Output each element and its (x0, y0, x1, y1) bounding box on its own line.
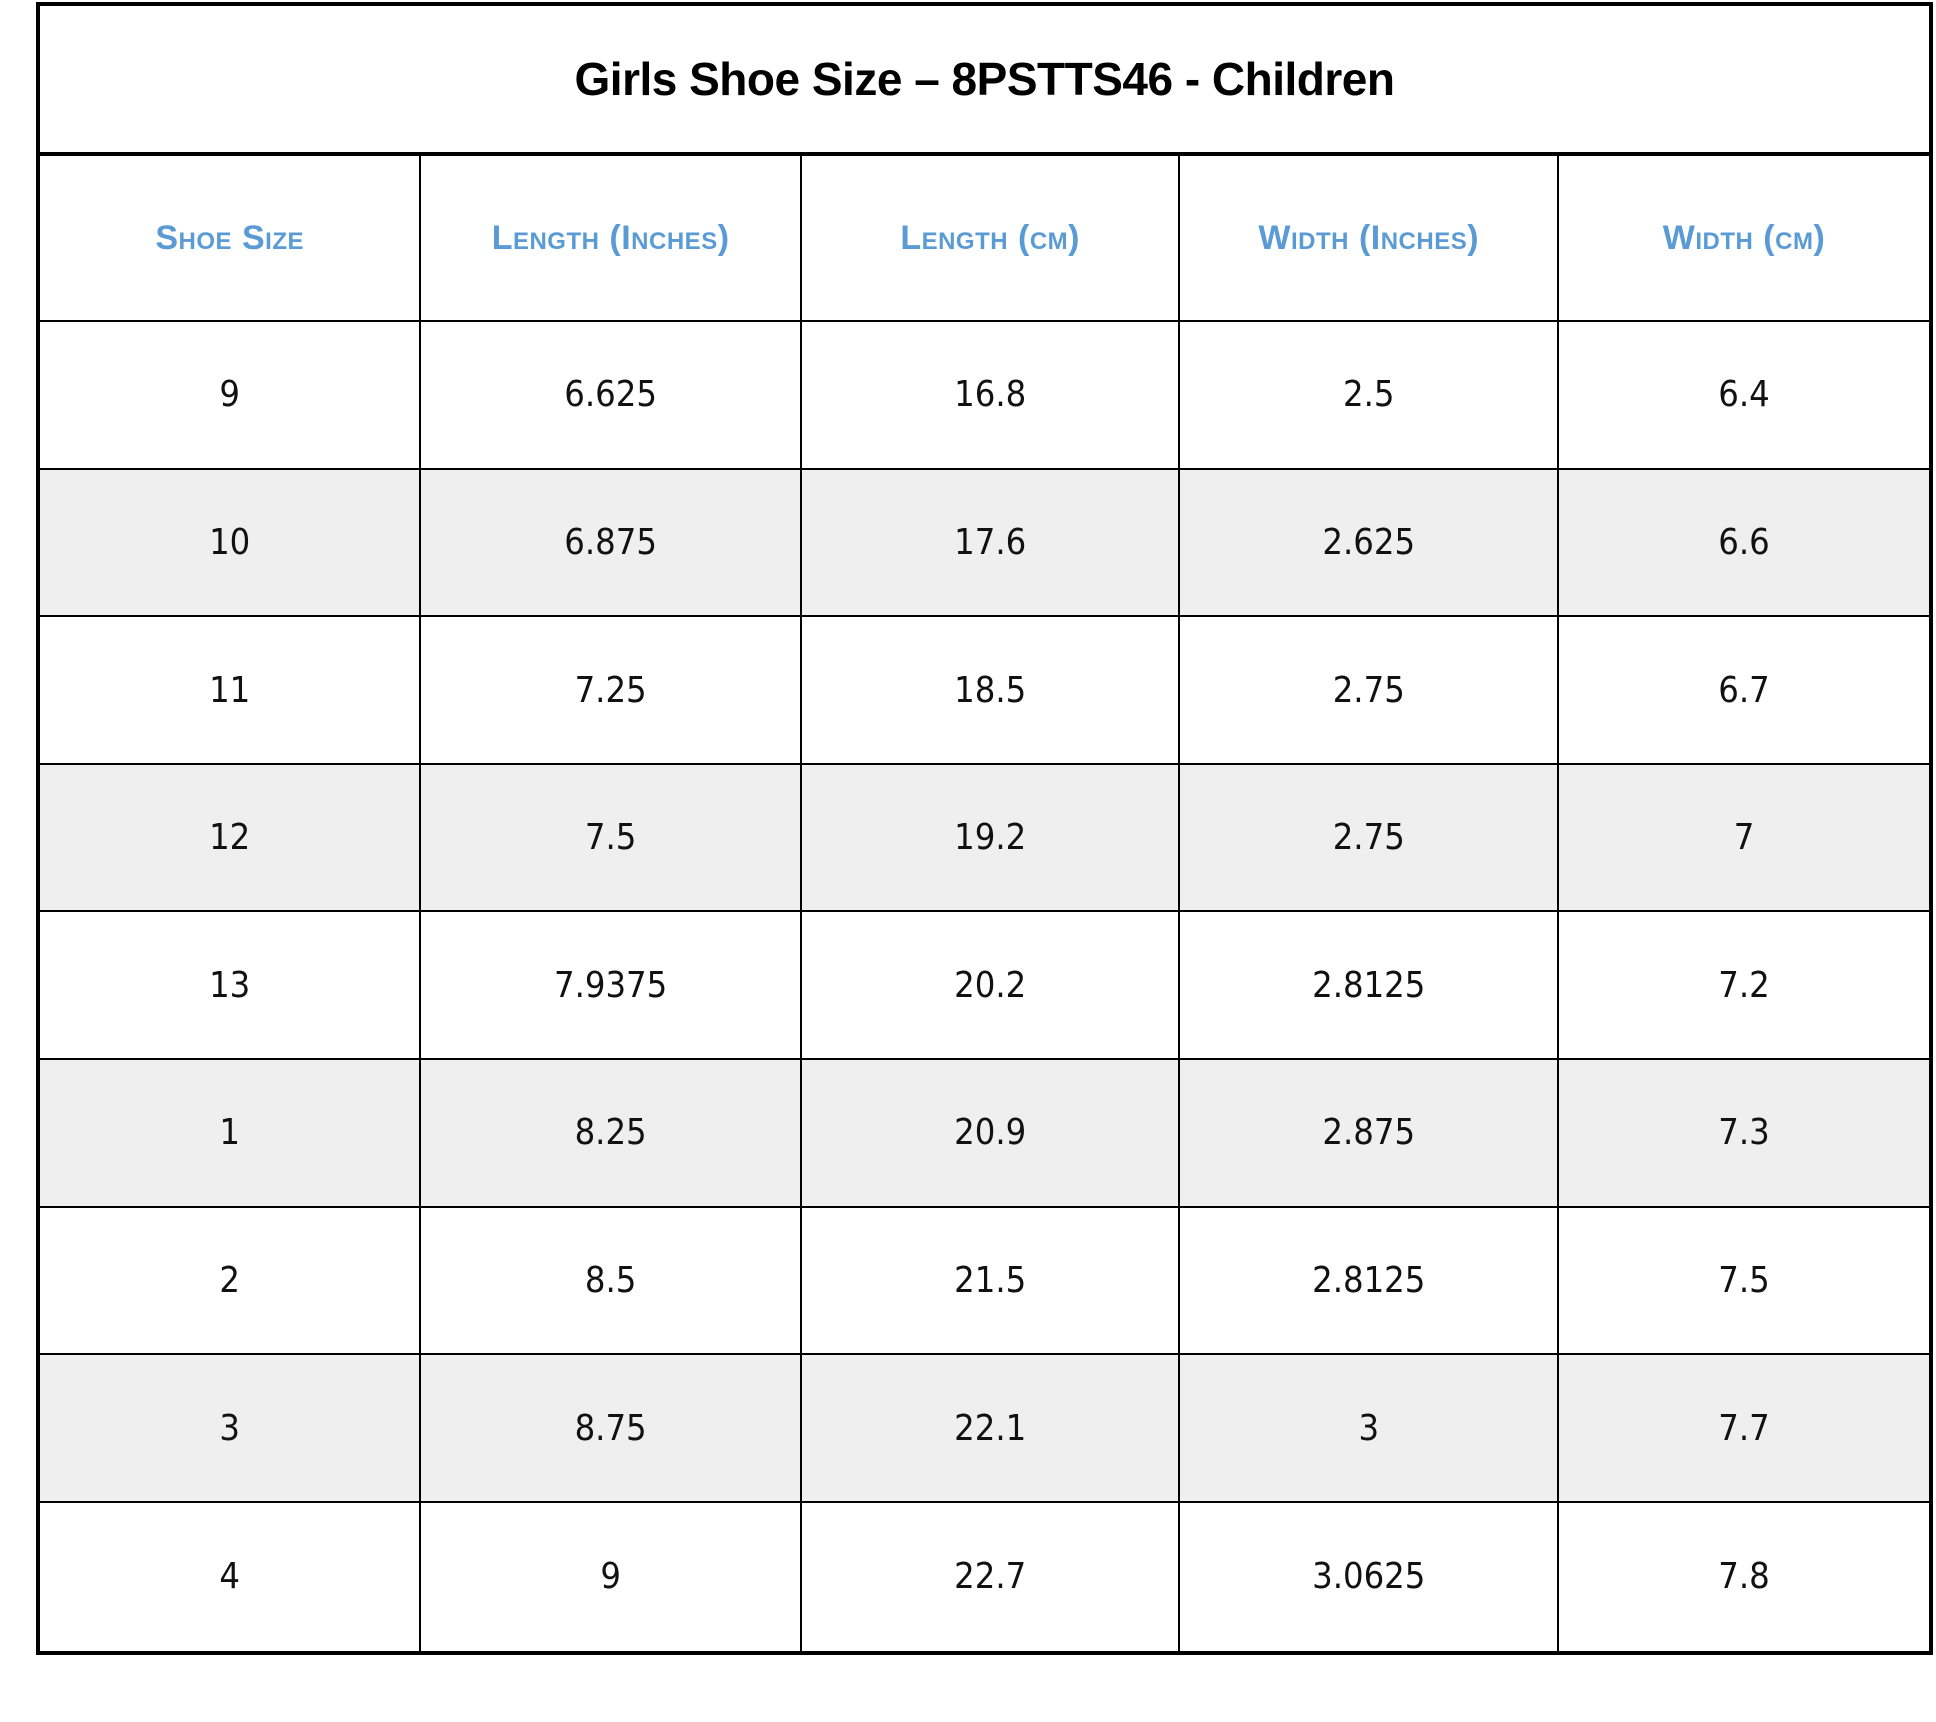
cell: 7.5 (419, 762, 802, 913)
cell: 8.5 (419, 1205, 802, 1356)
cell: 8.25 (419, 1058, 802, 1208)
cell: 2.75 (1178, 762, 1560, 913)
table-row: 9 6.625 16.8 2.5 6.4 (36, 320, 1932, 470)
cell: 21.5 (799, 1205, 1181, 1356)
header-row: Shoe Size Length (Inches) Length (cm) Width… (36, 153, 1932, 322)
cell: 6.6 (1557, 467, 1932, 618)
cell: 7.7 (1557, 1353, 1932, 1503)
cell: 2.8125 (1178, 1205, 1560, 1356)
table-row: 3 8.75 22.1 3 7.7 (36, 1353, 1932, 1503)
shoe-size-sheet: Girls Shoe Size – 8PSTTS46 - Children Sh… (36, 2, 1933, 1655)
cell: 7.3 (1557, 1058, 1932, 1208)
table-body: 9 6.625 16.8 2.5 6.4 10 6.875 17.6 2.625 6.6 11 7.2… (36, 320, 1932, 1655)
cell: 2.5 (1178, 320, 1560, 470)
cell: 9 (419, 1500, 802, 1655)
cell: 9 (36, 320, 422, 470)
cell: 11 (36, 615, 422, 765)
cell: 22.7 (799, 1500, 1181, 1655)
cell: 3.0625 (1178, 1500, 1560, 1655)
table-row: 11 7.25 18.5 2.75 6.7 (36, 615, 1932, 765)
cell: 6.7 (1557, 615, 1932, 765)
cell: 18.5 (799, 615, 1181, 765)
cell: 20.2 (799, 910, 1181, 1061)
table-title: Girls Shoe Size – 8PSTTS46 - Children (37, 3, 1932, 156)
table-row: 13 7.9375 20.2 2.8125 7.2 (36, 910, 1932, 1061)
cell: 22.1 (799, 1353, 1181, 1503)
cell: 6.4 (1557, 320, 1932, 470)
cell: 3 (1178, 1353, 1560, 1503)
table-row: 10 6.875 17.6 2.625 6.6 (36, 467, 1932, 618)
table-row: 4 9 22.7 3.0625 7.8 (36, 1500, 1932, 1655)
title-row: Girls Shoe Size – 8PSTTS46 - Children (37, 3, 1932, 156)
cell: 6.625 (419, 320, 802, 470)
cell: 1 (36, 1058, 422, 1208)
shoe-size-table: Girls Shoe Size – 8PSTTS46 - Children Sh… (36, 2, 1933, 1655)
cell: 16.8 (799, 320, 1181, 470)
cell: 7.2 (1557, 910, 1932, 1061)
cell: 6.875 (419, 467, 802, 618)
cell: 7.8 (1557, 1500, 1932, 1655)
column-header-width-inches: Width (Inches) (1178, 153, 1560, 322)
cell: 2.625 (1178, 467, 1560, 618)
cell: 7.9375 (419, 910, 802, 1061)
table-row: 1 8.25 20.9 2.875 7.3 (36, 1058, 1932, 1208)
cell: 2.8125 (1178, 910, 1560, 1061)
cell: 20.9 (799, 1058, 1181, 1208)
column-header-width-cm: Width (cm) (1557, 153, 1932, 322)
cell: 2.75 (1178, 615, 1560, 765)
cell: 7 (1557, 762, 1932, 913)
cell: 7.25 (419, 615, 802, 765)
cell: 12 (36, 762, 422, 913)
column-header-shoe-size: Shoe Size (36, 153, 422, 322)
cell: 3 (36, 1353, 422, 1503)
column-header-length-inches: Length (Inches) (419, 153, 802, 322)
table-row: 2 8.5 21.5 2.8125 7.5 (36, 1205, 1932, 1356)
cell: 4 (36, 1500, 422, 1655)
cell: 10 (36, 467, 422, 618)
cell: 2.875 (1178, 1058, 1560, 1208)
column-header-length-cm: Length (cm) (799, 153, 1181, 322)
cell: 2 (36, 1205, 422, 1356)
table-row: 12 7.5 19.2 2.75 7 (36, 762, 1932, 913)
cell: 19.2 (799, 762, 1181, 913)
cell: 7.5 (1557, 1205, 1932, 1356)
cell: 17.6 (799, 467, 1181, 618)
cell: 8.75 (419, 1353, 802, 1503)
cell: 13 (36, 910, 422, 1061)
